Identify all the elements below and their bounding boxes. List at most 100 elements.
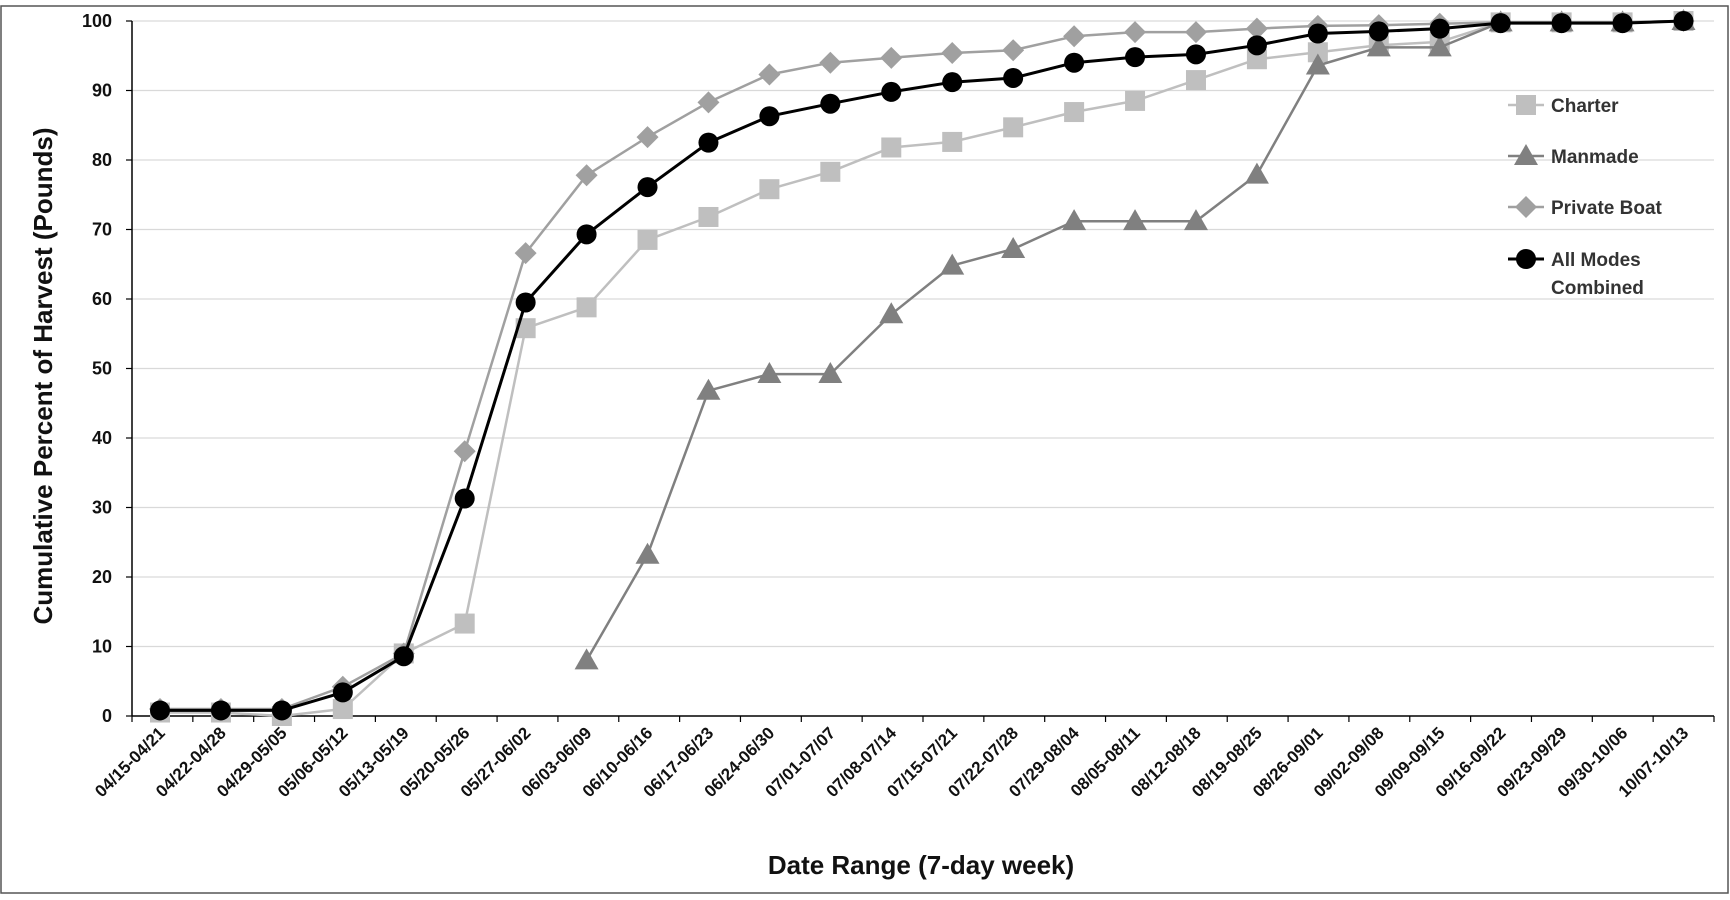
data-point-all-modes-combined (1368, 21, 1389, 42)
data-point-private-boat (941, 41, 964, 64)
data-point-manmade (940, 253, 965, 275)
data-point-all-modes-combined (1064, 52, 1085, 73)
data-point-manmade (1427, 35, 1452, 57)
y-tick-label: 20 (92, 567, 112, 587)
data-point-charter (1125, 90, 1146, 111)
data-point-charter (637, 229, 658, 250)
data-point-all-modes-combined (759, 106, 780, 127)
data-point-all-modes-combined (393, 646, 414, 667)
y-tick-label: 60 (92, 289, 112, 309)
data-point-charter (759, 179, 780, 200)
data-point-all-modes-combined (1551, 13, 1572, 34)
legend-item-manmade: Manmade (1508, 144, 1639, 168)
data-point-charter (1064, 102, 1085, 123)
data-point-all-modes-combined (332, 682, 353, 703)
data-point-all-modes-combined (637, 177, 658, 198)
series-line-all-modes-combined (160, 19, 1684, 712)
data-point-manmade (696, 378, 721, 400)
data-point-manmade (1366, 35, 1391, 57)
y-tick-label: 100 (82, 11, 112, 31)
data-point-charter (942, 131, 963, 152)
y-tick-label: 80 (92, 150, 112, 170)
data-point-all-modes-combined (1003, 67, 1024, 88)
data-point-manmade (1244, 162, 1269, 184)
y-tick-label: 40 (92, 428, 112, 448)
data-point-private-boat (880, 46, 903, 69)
data-point-all-modes-combined (1185, 44, 1206, 65)
y-tick-label: 0 (102, 706, 112, 726)
data-point-manmade (1305, 53, 1330, 75)
data-point-private-boat (1002, 39, 1025, 62)
legend-item-charter: Charter (1508, 95, 1619, 117)
data-point-all-modes-combined (515, 292, 536, 313)
data-point-private-boat (453, 440, 476, 463)
legend: Charter Manmade Private Boat All Modes Combi… (1508, 95, 1663, 299)
data-point-all-modes-combined (698, 132, 719, 153)
data-point-charter (576, 297, 597, 318)
data-point-private-boat (1245, 17, 1268, 40)
legend-label-private-boat: Private Boat (1551, 198, 1663, 219)
data-point-charter (1246, 49, 1267, 70)
data-point-charter (820, 161, 841, 182)
y-tick-label: 10 (92, 637, 112, 657)
series-all-modes-combined (150, 11, 1694, 721)
data-point-all-modes-combined (1125, 47, 1146, 68)
data-point-manmade (635, 542, 660, 564)
y-tick-label: 90 (92, 81, 112, 101)
data-point-manmade (1183, 209, 1208, 231)
data-point-charter (1307, 42, 1328, 63)
data-point-all-modes-combined (1429, 18, 1450, 39)
y-axis-ticks: 0 10 20 30 40 50 60 70 80 90 100 (82, 11, 112, 726)
data-point-charter (454, 613, 475, 634)
data-point-all-modes-combined (454, 488, 475, 509)
axes (126, 20, 1715, 722)
legend-label-charter: Charter (1551, 96, 1619, 117)
data-point-all-modes-combined (576, 224, 597, 245)
data-point-manmade (757, 362, 782, 384)
legend-label-all-modes-combined: All Modes (1551, 250, 1641, 271)
legend-marker-charter (1516, 95, 1536, 115)
data-point-charter (1185, 70, 1206, 91)
data-point-charter (698, 206, 719, 227)
data-point-private-boat (1184, 21, 1207, 44)
data-point-private-boat (636, 126, 659, 149)
y-tick-label: 70 (92, 220, 112, 240)
data-point-private-boat (575, 164, 598, 187)
chart-border (0, 5, 1729, 894)
series-group (149, 9, 1696, 726)
legend-item-private-boat: Private Boat (1508, 196, 1663, 219)
data-point-manmade (1062, 209, 1087, 231)
legend-marker-private-boat (1515, 196, 1537, 218)
data-point-charter (1003, 117, 1024, 138)
data-point-private-boat (819, 51, 842, 74)
data-point-manmade (818, 362, 843, 384)
data-point-manmade (1001, 236, 1026, 258)
legend-marker-all-modes-combined (1516, 249, 1536, 269)
legend-label-manmade: Manmade (1551, 147, 1639, 168)
data-point-private-boat (1124, 21, 1147, 44)
data-point-manmade (1123, 209, 1148, 231)
data-point-all-modes-combined (210, 700, 231, 721)
legend-label-all-modes-combined: Combined (1551, 278, 1644, 299)
x-axis-title: Date Range (7-day week) (768, 850, 1074, 880)
data-point-private-boat (758, 63, 781, 86)
data-point-charter (332, 699, 353, 720)
data-point-private-boat (1063, 25, 1086, 48)
y-tick-label: 30 (92, 498, 112, 518)
data-point-all-modes-combined (150, 700, 170, 721)
data-point-all-modes-combined (881, 81, 902, 102)
series-line-charter (160, 19, 1684, 718)
data-point-all-modes-combined (1673, 11, 1694, 31)
legend-item-all-modes-combined: All Modes Combined (1508, 249, 1644, 299)
y-tick-label: 50 (92, 359, 112, 379)
data-point-all-modes-combined (942, 72, 963, 93)
data-point-manmade (879, 302, 904, 324)
data-point-all-modes-combined (271, 700, 292, 721)
data-point-private-boat (697, 91, 720, 114)
data-point-all-modes-combined (1490, 13, 1511, 34)
data-point-all-modes-combined (1246, 35, 1267, 56)
data-point-all-modes-combined (1612, 13, 1633, 34)
data-point-charter (881, 137, 902, 158)
